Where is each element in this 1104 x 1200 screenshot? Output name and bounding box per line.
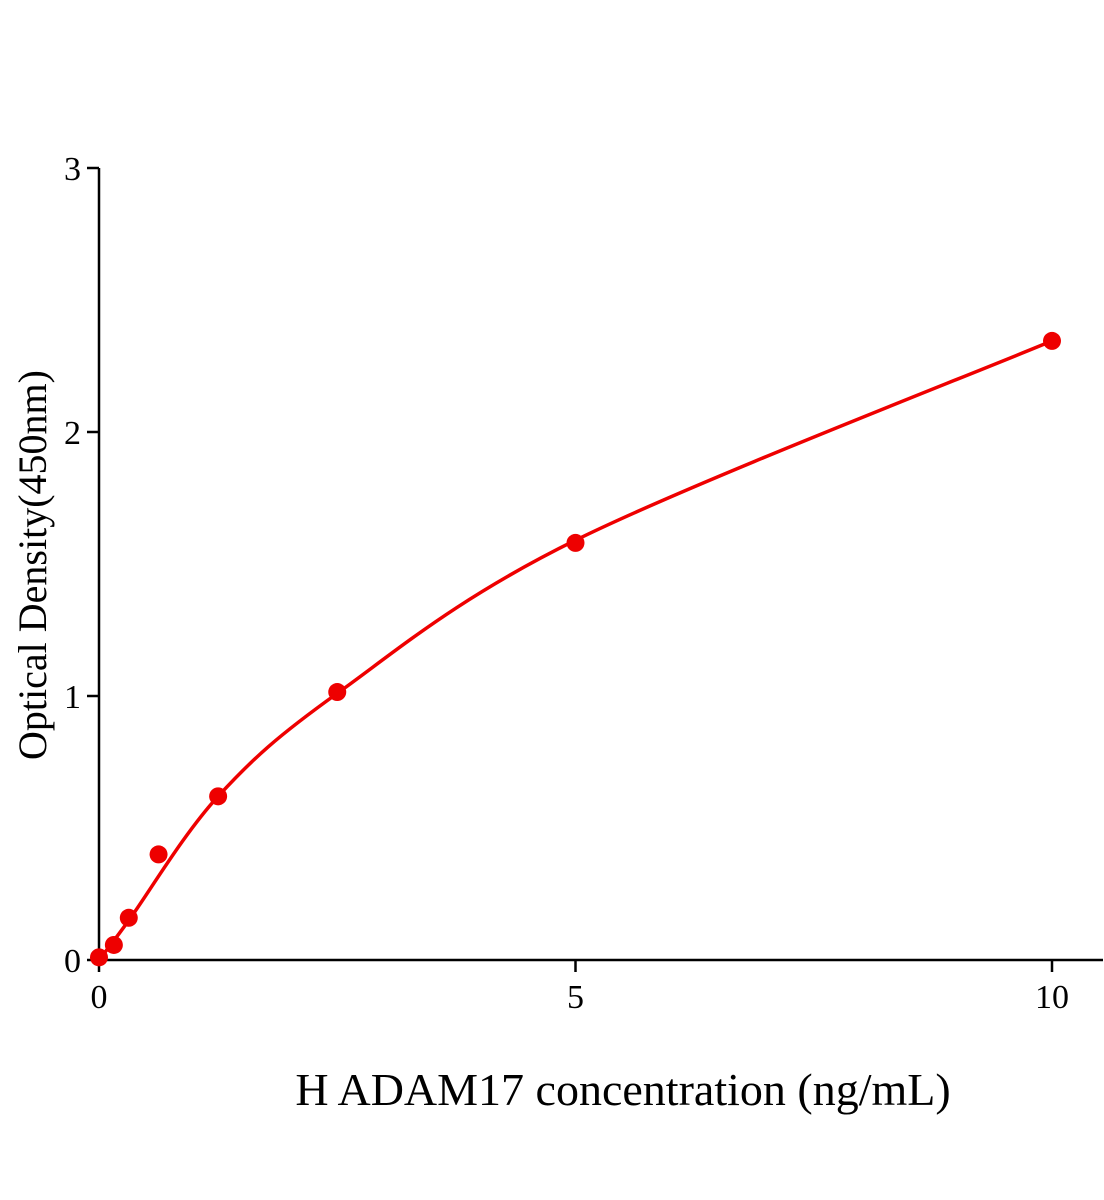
data-point	[1043, 331, 1061, 350]
x-tick-label: 0	[91, 979, 108, 1016]
y-tick-label: 1	[64, 679, 81, 716]
data-points	[90, 331, 1061, 967]
data-point	[104, 935, 123, 954]
x-axis-label: H ADAM17 concentration (ng/mL)	[295, 1064, 950, 1115]
y-axis-label: Optical Density(450nm)	[10, 370, 55, 760]
data-point	[566, 533, 585, 552]
data-point	[149, 845, 168, 864]
data-point	[209, 787, 228, 806]
y-tick-label: 2	[64, 415, 81, 452]
x-tick-label: 5	[567, 979, 584, 1016]
fit-curve	[97, 339, 1053, 962]
y-tick-label: 3	[64, 151, 81, 188]
data-point	[328, 683, 347, 702]
x-tick-label: 10	[1035, 979, 1069, 1016]
data-point	[119, 908, 138, 927]
axes: 0 1 2 3 0 5 10	[64, 151, 1103, 1016]
data-point	[90, 948, 108, 967]
y-tick-label: 0	[64, 943, 81, 980]
